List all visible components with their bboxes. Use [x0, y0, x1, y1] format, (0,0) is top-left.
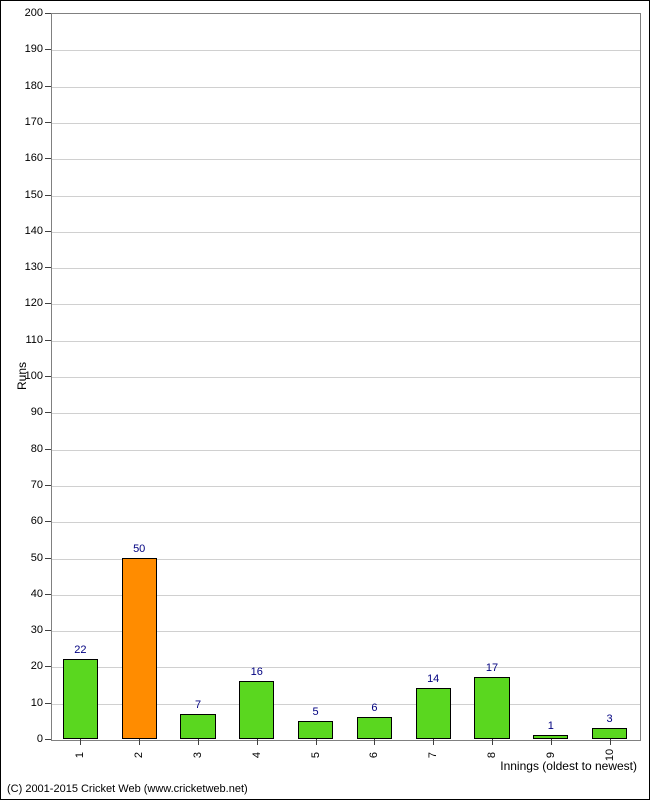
- ytick-label: 10: [13, 697, 43, 709]
- ytick: [45, 158, 51, 159]
- gridline: [52, 87, 640, 88]
- gridline: [52, 232, 640, 233]
- xtick-label: 2: [133, 752, 145, 758]
- bar-value-label: 7: [195, 699, 201, 711]
- bar: [357, 717, 392, 739]
- ytick: [45, 231, 51, 232]
- xtick-label: 5: [310, 752, 322, 758]
- bar-value-label: 22: [74, 644, 86, 656]
- ytick: [45, 485, 51, 486]
- xtick-label: 6: [368, 752, 380, 758]
- gridline: [52, 268, 640, 269]
- bar: [63, 659, 98, 739]
- bar-value-label: 3: [607, 713, 613, 725]
- xtick-label: 4: [251, 752, 263, 758]
- ytick-label: 170: [13, 116, 43, 128]
- bar-value-label: 50: [133, 543, 145, 555]
- ytick-label: 160: [13, 152, 43, 164]
- ytick: [45, 49, 51, 50]
- xtick: [374, 739, 375, 745]
- xtick-label: 7: [427, 752, 439, 758]
- ytick: [45, 630, 51, 631]
- bar: [592, 728, 627, 739]
- xtick-label: 3: [192, 752, 204, 758]
- gridline: [52, 486, 640, 487]
- x-axis-label: Innings (oldest to newest): [500, 759, 637, 773]
- xtick: [551, 739, 552, 745]
- ytick: [45, 340, 51, 341]
- gridline: [52, 377, 640, 378]
- bar: [180, 714, 215, 739]
- ytick-label: 140: [13, 225, 43, 237]
- gridline: [52, 450, 640, 451]
- gridline: [52, 196, 640, 197]
- bar: [298, 721, 333, 739]
- xtick: [433, 739, 434, 745]
- xtick: [80, 739, 81, 745]
- gridline: [52, 50, 640, 51]
- xtick: [139, 739, 140, 745]
- ytick: [45, 303, 51, 304]
- ytick: [45, 739, 51, 740]
- bar-value-label: 6: [371, 702, 377, 714]
- gridline: [52, 304, 640, 305]
- ytick-label: 60: [13, 515, 43, 527]
- gridline: [52, 123, 640, 124]
- ytick-label: 190: [13, 43, 43, 55]
- xtick: [610, 739, 611, 745]
- bar: [474, 677, 509, 739]
- ytick: [45, 449, 51, 450]
- bar-value-label: 17: [486, 662, 498, 674]
- bar: [533, 735, 568, 739]
- ytick: [45, 86, 51, 87]
- ytick-label: 0: [13, 733, 43, 745]
- xtick-label: 8: [486, 752, 498, 758]
- xtick: [492, 739, 493, 745]
- ytick-label: 40: [13, 588, 43, 600]
- ytick: [45, 376, 51, 377]
- bar-value-label: 14: [427, 673, 439, 685]
- y-axis-label: Runs: [15, 362, 29, 390]
- ytick: [45, 267, 51, 268]
- gridline: [52, 341, 640, 342]
- ytick-label: 110: [13, 334, 43, 346]
- ytick-label: 50: [13, 552, 43, 564]
- ytick-label: 200: [13, 7, 43, 19]
- bar: [239, 681, 274, 739]
- xtick-label: 1: [74, 752, 86, 758]
- ytick: [45, 13, 51, 14]
- gridline: [52, 159, 640, 160]
- xtick: [198, 739, 199, 745]
- copyright-text: (C) 2001-2015 Cricket Web (www.cricketwe…: [7, 783, 248, 795]
- ytick: [45, 195, 51, 196]
- ytick: [45, 521, 51, 522]
- ytick: [45, 122, 51, 123]
- ytick-label: 80: [13, 443, 43, 455]
- bar: [122, 558, 157, 740]
- ytick: [45, 594, 51, 595]
- ytick-label: 30: [13, 624, 43, 636]
- xtick: [316, 739, 317, 745]
- xtick-label: 9: [545, 752, 557, 758]
- bar-value-label: 16: [251, 666, 263, 678]
- ytick-label: 180: [13, 80, 43, 92]
- ytick: [45, 558, 51, 559]
- ytick-label: 90: [13, 406, 43, 418]
- ytick-label: 20: [13, 660, 43, 672]
- ytick: [45, 703, 51, 704]
- ytick-label: 130: [13, 261, 43, 273]
- bar-value-label: 1: [548, 720, 554, 732]
- ytick-label: 70: [13, 479, 43, 491]
- ytick: [45, 666, 51, 667]
- bar-value-label: 5: [313, 706, 319, 718]
- ytick-label: 150: [13, 189, 43, 201]
- xtick: [257, 739, 258, 745]
- ytick-label: 120: [13, 297, 43, 309]
- gridline: [52, 413, 640, 414]
- bar: [416, 688, 451, 739]
- chart-container: 0102030405060708090100110120130140150160…: [0, 0, 650, 800]
- gridline: [52, 522, 640, 523]
- ytick: [45, 412, 51, 413]
